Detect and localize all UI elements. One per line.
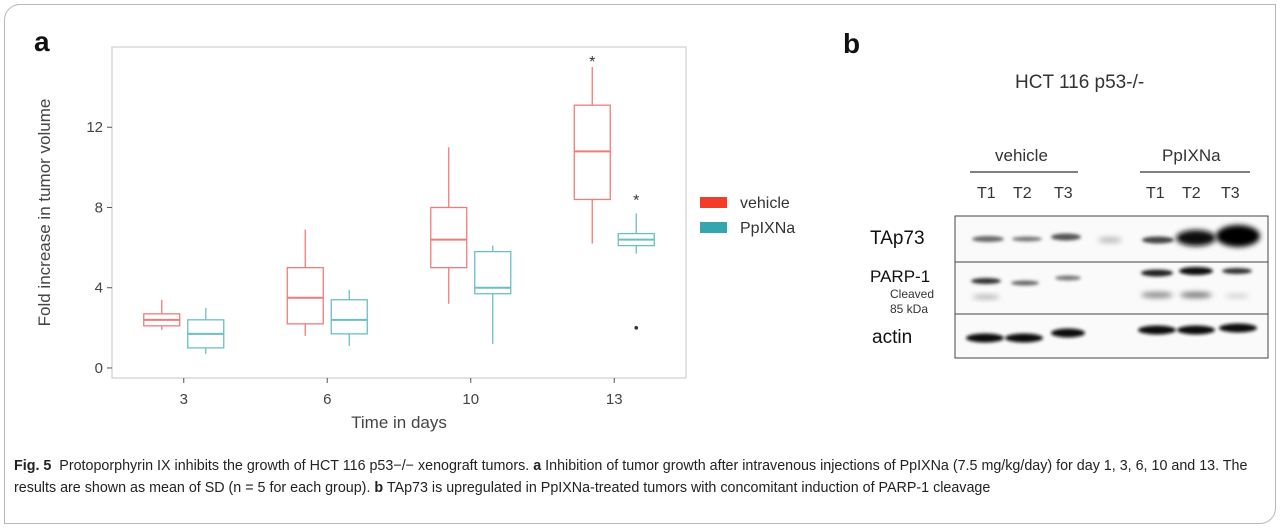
band bbox=[1051, 233, 1081, 241]
caption-b-text: TAp73 is upregulated in PpIXNa-treated t… bbox=[386, 480, 991, 496]
blot-strip-parp1 bbox=[954, 261, 1269, 315]
figure-frame bbox=[4, 4, 1276, 524]
band bbox=[1098, 237, 1122, 243]
blot-strip-tap73 bbox=[954, 215, 1269, 263]
x-tick-label: 13 bbox=[606, 391, 623, 408]
band bbox=[1179, 267, 1213, 275]
band bbox=[1012, 236, 1042, 242]
significance-asterisk: * bbox=[589, 54, 595, 71]
band bbox=[1138, 325, 1176, 335]
caption-fig-label: Fig. 5 bbox=[14, 458, 52, 474]
box bbox=[330, 299, 368, 335]
y-tick-label: 8 bbox=[95, 199, 103, 216]
caption-a-label: a bbox=[533, 458, 542, 474]
band bbox=[1219, 323, 1257, 333]
band bbox=[1176, 230, 1216, 246]
band bbox=[1011, 280, 1039, 286]
caption-title: Protoporphyrin IX inhibits the growth of… bbox=[59, 458, 530, 474]
y-tick-label: 12 bbox=[86, 119, 103, 136]
lane-label: T2 bbox=[1013, 185, 1032, 202]
lane-label: T3 bbox=[1054, 185, 1073, 202]
panel-b-letter: b bbox=[843, 28, 861, 59]
band bbox=[1141, 269, 1173, 277]
band bbox=[1225, 294, 1249, 298]
row-label-actin: actin bbox=[872, 327, 913, 348]
band bbox=[966, 333, 1004, 343]
band bbox=[1055, 275, 1081, 281]
lane-label: T1 bbox=[977, 185, 996, 202]
x-tick-label: 3 bbox=[180, 391, 188, 408]
lane-label: T3 bbox=[1221, 185, 1240, 202]
band bbox=[971, 278, 1001, 284]
lane-label: T2 bbox=[1182, 185, 1201, 202]
band bbox=[1142, 236, 1174, 244]
group-label-ppixna: PpIXNa bbox=[1162, 146, 1221, 165]
x-axis-label: Time in days bbox=[351, 413, 447, 432]
outlier-point bbox=[634, 326, 639, 330]
y-tick-label: 4 bbox=[95, 280, 103, 297]
lane-label: T1 bbox=[1146, 185, 1165, 202]
blot-title: HCT 116 p53-/- bbox=[1015, 72, 1145, 93]
row-label-tap73: TAp73 bbox=[870, 228, 925, 249]
box bbox=[474, 250, 512, 295]
legend-swatch bbox=[700, 197, 727, 208]
legend-swatch bbox=[700, 222, 727, 233]
band bbox=[1222, 268, 1252, 274]
significance-asterisk: * bbox=[633, 192, 639, 209]
box bbox=[430, 206, 468, 269]
band bbox=[1177, 325, 1215, 335]
band bbox=[1051, 328, 1085, 338]
legend-label: PpIXNa bbox=[740, 220, 795, 237]
band bbox=[1180, 292, 1212, 298]
row-label-parp1: PARP-1 bbox=[870, 267, 931, 286]
box-plot-chart: 0 4 8 12 3 6 10 13 Time in days Fold increase in … bbox=[35, 46, 795, 432]
box bbox=[286, 267, 324, 325]
box bbox=[573, 104, 611, 201]
caption-b-label: b bbox=[374, 480, 384, 496]
band bbox=[1216, 225, 1260, 247]
legend-label: vehicle bbox=[740, 195, 790, 212]
western-blot bbox=[954, 171, 1269, 359]
x-tick-label: 10 bbox=[462, 391, 479, 408]
band bbox=[972, 236, 1004, 242]
y-tick-label: 0 bbox=[95, 360, 103, 377]
band bbox=[1005, 333, 1043, 343]
caption-a-text: Inhibition of tumor growth after intrave… bbox=[14, 458, 1248, 496]
group-label-vehicle: vehicle bbox=[995, 146, 1048, 165]
row-sublabel-cleaved: Cleaved bbox=[890, 287, 935, 301]
x-tick-label: 6 bbox=[323, 391, 331, 408]
figure-caption: Fig. 5 Protoporphyrin IX inhibits the gr… bbox=[14, 455, 1264, 499]
y-axis-label: Fold increase in tumor volume bbox=[35, 99, 54, 327]
band bbox=[972, 295, 1000, 299]
row-sublabel-85kda: 85 kDa bbox=[890, 302, 929, 316]
blot-strip-actin bbox=[954, 313, 1269, 359]
panel-a-letter: a bbox=[34, 26, 50, 57]
plot-area-border bbox=[111, 46, 687, 379]
band bbox=[1141, 292, 1173, 298]
